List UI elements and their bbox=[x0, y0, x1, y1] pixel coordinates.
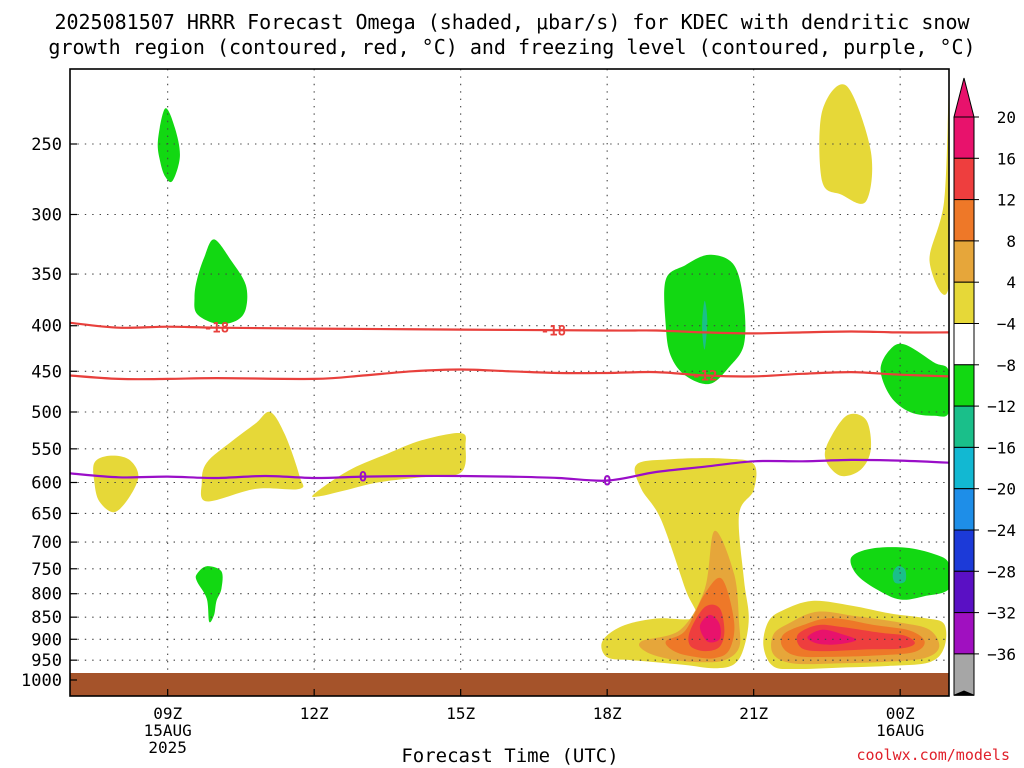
colorbar-label-0: 20 bbox=[997, 108, 1016, 127]
omega-region-g-4-a bbox=[157, 108, 180, 183]
colorbar-swatch-7 bbox=[953, 405, 975, 448]
y-tick-label-1000: 1000 bbox=[21, 671, 62, 691]
x-tick-label-09Z-0: 09Z bbox=[153, 704, 182, 723]
y-tick-label-700: 700 bbox=[31, 533, 62, 553]
omega-region-g-4-d bbox=[880, 343, 949, 417]
colorbar-swatch-12 bbox=[953, 612, 975, 655]
x-tick-label-15Z-0: 15Z bbox=[446, 704, 475, 723]
y-tick-label-650: 650 bbox=[31, 504, 62, 524]
colorbar-swatch-8 bbox=[953, 446, 975, 490]
colorbar-label-5: −4 bbox=[997, 315, 1016, 334]
y-tick-label-950: 950 bbox=[31, 651, 62, 671]
grid-lines bbox=[70, 69, 949, 673]
omega-region-y-4-a bbox=[93, 455, 139, 513]
colorbar-swatch-9 bbox=[953, 488, 975, 531]
colorbar: 20 16 12 8 4 −4 −8 −12 −16 −20 −24 −28 −32 −36 bbox=[953, 77, 1016, 696]
colorbar-over-arrow bbox=[953, 77, 975, 118]
omega-region-m-20-b bbox=[807, 629, 857, 645]
y-axis: 2503003504004505005506006507007508008509… bbox=[21, 135, 77, 691]
colorbar-label-10: −24 bbox=[987, 521, 1016, 540]
contour-label-dendritic-18-1: -18 bbox=[541, 324, 566, 340]
colorbar-label-4: 4 bbox=[1006, 273, 1016, 292]
colorbar-swatch-13 bbox=[953, 653, 975, 696]
y-tick-label-550: 550 bbox=[31, 440, 62, 460]
contour-dendritic-12 bbox=[70, 368, 949, 381]
x-tick-label-00Z-1: 16AUG bbox=[876, 721, 924, 740]
contour-label-dendritic-12-0: -12 bbox=[692, 369, 717, 385]
omega-region-y-4-g bbox=[929, 93, 949, 295]
colorbar-swatch-11 bbox=[953, 570, 975, 614]
omega-region-m-20-a bbox=[699, 614, 721, 643]
colorbar-under-arrow bbox=[953, 690, 975, 696]
contour-label-freezing-0-0: 0 bbox=[359, 470, 367, 486]
colorbar-label-9: −20 bbox=[987, 480, 1016, 499]
x-tick-label-09Z-2: 2025 bbox=[148, 738, 187, 757]
colorbar-swatch-4 bbox=[953, 281, 975, 325]
colorbar-swatch-1 bbox=[953, 157, 975, 201]
x-axis-label: Forecast Time (UTC) bbox=[401, 745, 619, 767]
ground-surface bbox=[70, 673, 949, 696]
colorbar-label-3: 8 bbox=[1006, 232, 1016, 251]
omega-region-y-4-f bbox=[819, 84, 873, 204]
colorbar-label-1: 16 bbox=[997, 149, 1016, 168]
omega-region-g-4-e bbox=[195, 566, 223, 623]
omega-region-y-4-h bbox=[824, 413, 872, 477]
x-tick-label-18Z-0: 18Z bbox=[593, 704, 622, 723]
colorbar-label-12: −32 bbox=[987, 604, 1016, 623]
contour-label-freezing-0-1: 0 bbox=[603, 474, 611, 490]
y-tick-label-300: 300 bbox=[31, 205, 62, 225]
colorbar-label-6: −8 bbox=[997, 356, 1016, 375]
y-tick-label-250: 250 bbox=[31, 135, 62, 155]
y-tick-label-850: 850 bbox=[31, 608, 62, 628]
x-tick-label-00Z-0: 00Z bbox=[886, 704, 915, 723]
y-tick-label-900: 900 bbox=[31, 630, 62, 650]
colorbar-swatch-10 bbox=[953, 529, 975, 572]
omega-region-t-8-b bbox=[892, 566, 907, 584]
omega-region-y-4-c bbox=[312, 432, 466, 497]
x-tick-label-12Z-0: 12Z bbox=[300, 704, 329, 723]
colorbar-swatch-5 bbox=[953, 323, 975, 366]
chart-title-line2: growth region (contoured, red, °C) and f… bbox=[48, 35, 976, 59]
contour-dendritic-18 bbox=[70, 321, 949, 335]
colorbar-label-2: 12 bbox=[997, 191, 1016, 210]
colorbar-label-11: −28 bbox=[987, 562, 1016, 581]
y-tick-label-400: 400 bbox=[31, 317, 62, 337]
omega-region-g-4-b bbox=[194, 239, 248, 325]
x-tick-label-21Z-0: 21Z bbox=[739, 704, 768, 723]
colorbar-swatch-3 bbox=[953, 240, 975, 283]
chart-title-line1: 2025081507 HRRR Forecast Omega (shaded, … bbox=[54, 10, 970, 34]
colorbar-swatch-2 bbox=[953, 199, 975, 242]
colorbar-label-8: −16 bbox=[987, 438, 1016, 457]
y-tick-label-450: 450 bbox=[31, 362, 62, 382]
colorbar-label-13: −36 bbox=[987, 645, 1016, 664]
contour-freezing-0 bbox=[70, 458, 949, 482]
temperature-contours: -18 -18 -12 0 0 bbox=[70, 321, 949, 490]
y-tick-label-750: 750 bbox=[31, 560, 62, 580]
colorbar-label-7: −12 bbox=[987, 397, 1016, 416]
colorbar-swatch-6 bbox=[953, 364, 975, 407]
source-credit[interactable]: coolwx.com/models bbox=[856, 746, 1010, 764]
plot-frame bbox=[69, 68, 950, 697]
y-tick-label-800: 800 bbox=[31, 585, 62, 605]
y-tick-label-500: 500 bbox=[31, 403, 62, 423]
contour-label-dendritic-18-0: -18 bbox=[204, 321, 229, 337]
x-tick-label-09Z-1: 15AUG bbox=[144, 721, 192, 740]
omega-shaded-regions bbox=[93, 84, 949, 670]
omega-region-t-8-a bbox=[702, 300, 708, 350]
omega-region-y-4-b bbox=[200, 411, 304, 502]
y-tick-label-350: 350 bbox=[31, 265, 62, 285]
colorbar-swatch-0 bbox=[953, 116, 975, 159]
y-tick-label-600: 600 bbox=[31, 473, 62, 493]
